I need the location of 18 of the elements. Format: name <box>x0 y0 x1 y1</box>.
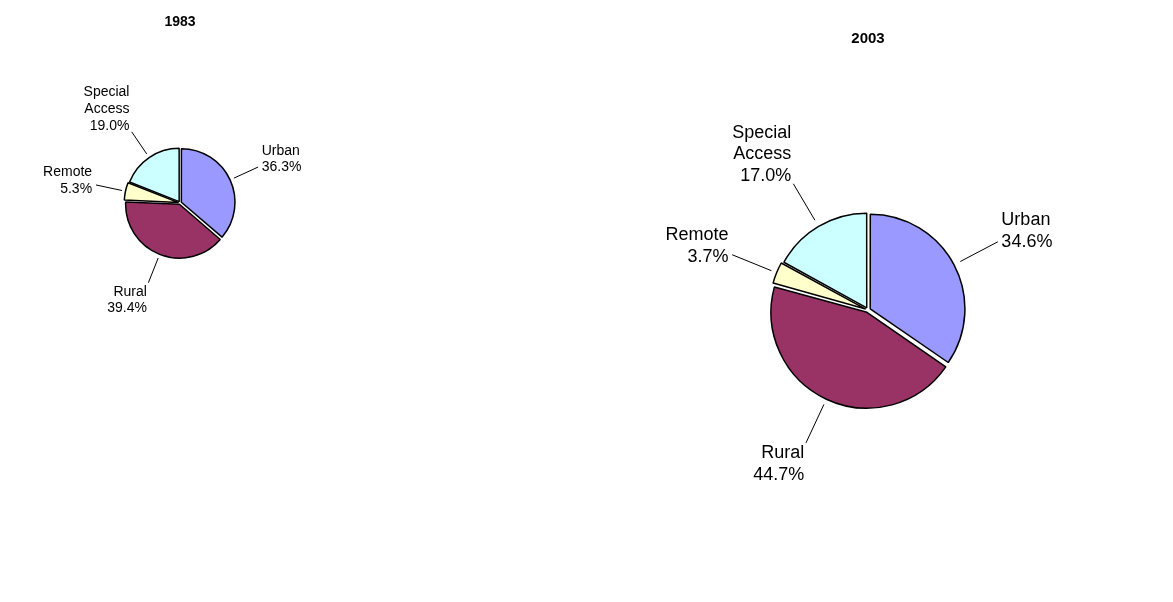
slice-label: Rural <box>761 442 805 463</box>
slice-label: Rural <box>113 282 147 299</box>
slice-label: Urban <box>1001 208 1051 229</box>
data-label: 44.7% <box>753 464 805 485</box>
chart-title: 2003 <box>851 29 885 47</box>
data-label: 34.6% <box>1001 230 1053 251</box>
slice-label: Remote <box>665 224 729 244</box>
chart-title: 1983 <box>164 13 196 30</box>
data-label: 5.3% <box>60 180 93 197</box>
slice-label: Special Access <box>732 121 792 164</box>
slice-label: Remote <box>43 163 93 180</box>
slice-label: Urban <box>261 141 300 158</box>
slice-label: Special Access <box>83 83 130 117</box>
data-label: 39.4% <box>107 299 147 316</box>
data-label: 3.7% <box>687 245 729 266</box>
data-label: 17.0% <box>740 164 792 185</box>
data-label: 36.3% <box>261 158 302 175</box>
data-label: 19.0% <box>89 117 130 134</box>
